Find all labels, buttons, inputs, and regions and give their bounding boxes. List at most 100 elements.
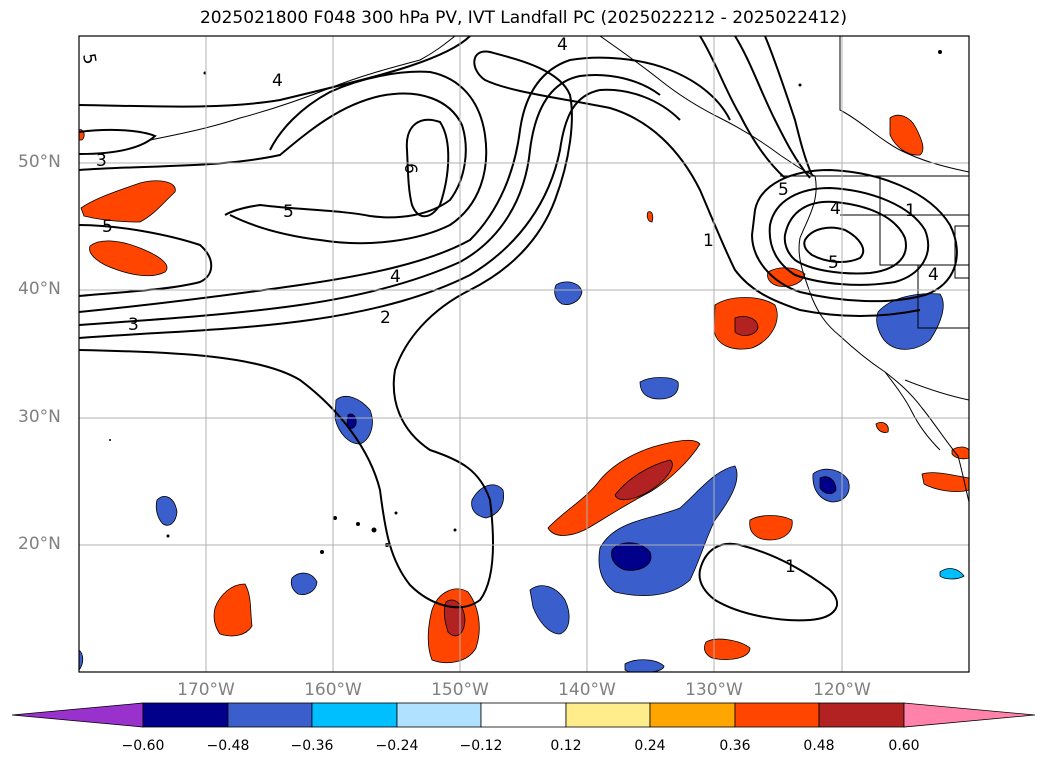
anomaly-blob [529,585,570,635]
anomaly-blob [734,316,759,336]
lon-label: 170°W [177,680,235,700]
anomaly-blob [614,459,673,501]
contour-label: 4 [928,265,939,285]
colorbar-tick-label: 0.24 [634,738,666,754]
colorbar-segment [734,702,820,728]
positive-anomaly-regions [79,114,969,664]
map-title: 2025021800 F048 300 hPa PV, IVT Landfall… [199,8,847,28]
contour-label: 3 [96,151,107,171]
pv-contour-line [79,128,157,155]
lat-label: 30°N [18,407,61,427]
contour-label: 4 [272,71,283,91]
pv-contour-line [750,168,958,303]
colorbar-segment [142,702,229,728]
state-border [879,176,969,266]
lat-label: 50°N [18,152,61,172]
islands [109,50,942,554]
colorbar-segment [480,702,567,728]
pv-contour-line [698,542,838,622]
colorbar-tick-label: −0.12 [459,738,503,754]
lon-label: 140°W [558,680,616,700]
pv-contour-line [803,226,865,263]
contour-label: 5 [78,52,100,66]
contour-label: 1 [785,557,796,577]
lat-label: 40°N [18,279,61,299]
pv-contour-line [764,36,813,176]
anomaly-blob [624,659,665,672]
anomaly-blob [89,240,168,277]
colorbar-tick-label: −0.48 [206,738,250,754]
contour-label: 5 [778,180,789,200]
anomaly-blob [876,293,944,350]
lon-label: 160°W [304,680,362,700]
colorbar-extend-left [11,702,144,728]
lat-label: 20°N [18,534,61,554]
anomaly-blob [213,583,253,637]
anomaly-blob [155,496,178,526]
map-frame [78,35,970,673]
alaska-coast [599,36,816,177]
anomaly-blob [921,472,969,492]
canada-province-border [839,36,969,173]
contour-label: 3 [128,315,139,335]
anomaly-blob [749,515,793,541]
colorbar-extend-right [903,702,1036,728]
anomaly-blob [939,568,965,580]
colorbar-tick-label: −0.36 [290,738,334,754]
colorbar-segment [311,702,398,728]
anomaly-blob [80,180,176,223]
colorbar-tick-label: −0.24 [375,738,419,754]
alaska-aleutian-coast [149,36,456,141]
north-america-west-coast [798,175,969,503]
pv-contour-line [79,36,471,108]
colorbar-segment [649,702,736,728]
pv-contour-line [79,88,681,339]
anomaly-blob [951,446,969,460]
state-border [954,225,969,279]
colorbar [11,702,1036,728]
contour-label: 2 [380,308,391,328]
pv-contours [79,36,958,622]
anomaly-blob [611,542,652,571]
colorbar-segment [396,702,482,728]
contour-label: 4 [557,35,568,55]
colorbar-tick-label: 0.60 [888,738,920,754]
pv-contour-labels: 5 4 3 5 5 6 4 3 2 1 4 5 5 4 4 1 1 [78,35,939,577]
contour-label: 5 [828,253,839,273]
anomaly-blob [554,281,583,305]
pv-contour-line [79,92,467,219]
colorbar-tick-label: 0.36 [719,738,751,754]
contour-label: 1 [703,231,714,251]
coastlines [149,36,969,503]
anomaly-blob [704,638,751,660]
pv-contour-line [79,50,921,609]
pv-contour-line [734,36,811,179]
colorbar-segment [565,702,651,728]
anomaly-blob [875,422,889,433]
contour-label: 5 [102,217,113,237]
pv-contour-line [768,186,930,286]
contour-label: 4 [390,267,401,287]
anomaly-blob [639,377,679,400]
lon-label: 120°W [813,680,871,700]
colorbar-tick-label: 0.12 [550,738,582,754]
pv-contour-line [783,200,907,275]
contour-label: 6 [400,163,420,174]
pv-contour-line [229,70,488,245]
pv-contour-line [405,118,450,218]
mexico-border [904,379,969,401]
anomaly-blob [819,476,837,494]
pv-contour-line [79,56,731,313]
contour-label: 4 [830,199,841,219]
contour-label: 5 [283,202,294,222]
anomaly-blob [889,114,924,156]
gridlines [79,36,969,672]
colorbar-segment [818,702,905,728]
pv-contour-line [79,74,661,326]
colorbar-segment [227,702,313,728]
colorbar-tick-label: −0.60 [121,738,165,754]
contour-label: 1 [905,201,916,221]
state-border [917,265,969,329]
baja-california-coast [884,371,941,451]
